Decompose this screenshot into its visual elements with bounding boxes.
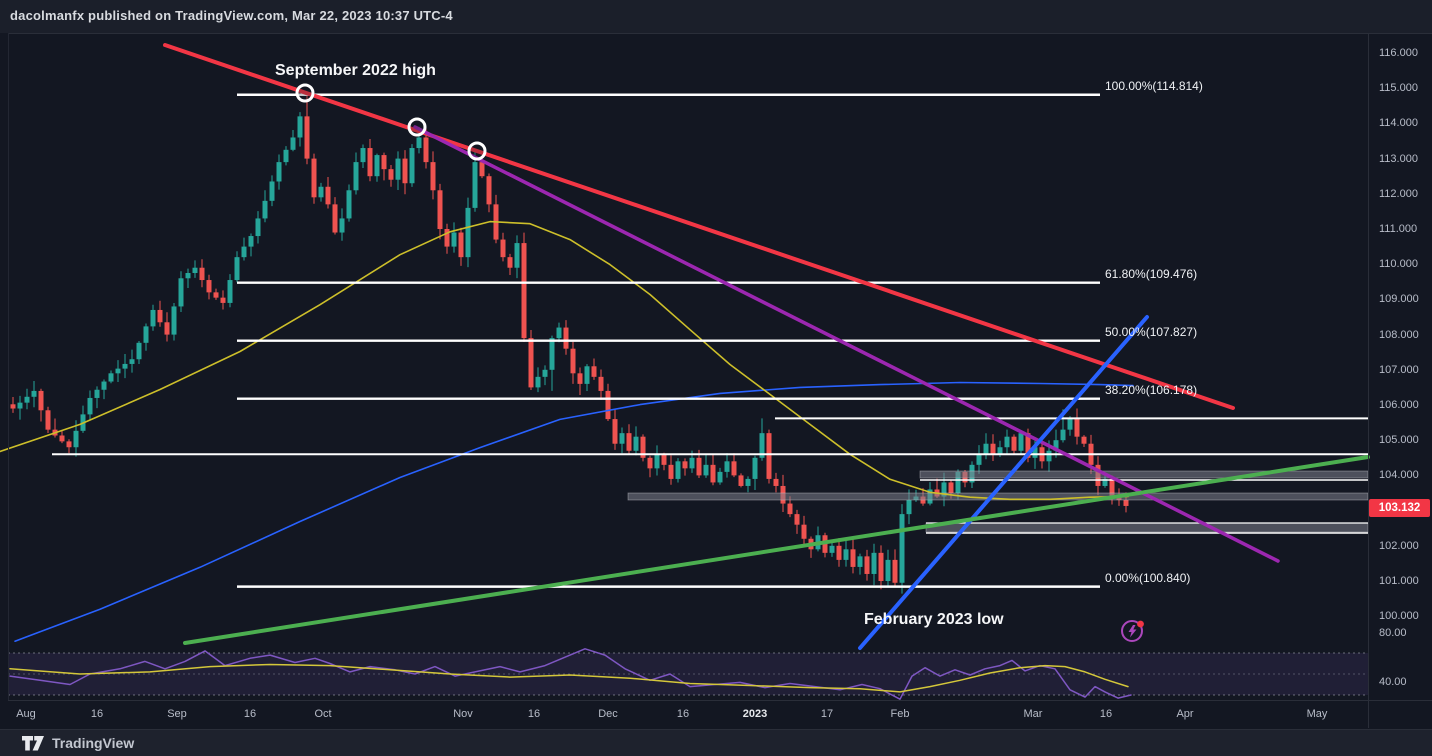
fib-label: 0.00%(100.840) (1105, 570, 1191, 585)
secondary-downtrend-purple (413, 125, 1280, 563)
time-tick-label: Dec (598, 708, 618, 720)
rsi-line (9, 648, 1132, 700)
time-tick-label: 16 (676, 708, 690, 720)
publish-title: dacolmanfx published on TradingView.com,… (10, 8, 453, 23)
time-tick-label: Nov (453, 708, 473, 720)
price-tick-label: 100.000 (1379, 610, 1419, 623)
long-support-green (183, 455, 1370, 645)
publish-header: dacolmanfx published on TradingView.com,… (0, 0, 1432, 33)
flash-ring (1121, 620, 1143, 642)
time-tick-label: 16 (90, 708, 104, 720)
price-tick-label: 113.000 (1379, 152, 1418, 165)
price-tick-label: 102.000 (1379, 539, 1419, 552)
tradingview-brand-label[interactable]: TradingView (52, 735, 135, 751)
tradingview-logo-icon[interactable] (22, 735, 44, 751)
time-tick-label: 16 (1099, 708, 1113, 720)
time-tick-label: Mar (1023, 708, 1043, 720)
rsi-tick-label: 80.00 (1379, 627, 1407, 639)
ma-200-blue (14, 381, 1134, 643)
fib-label: 100.00%(114.814) (1105, 78, 1203, 93)
time-tick-label: Aug (16, 708, 36, 720)
footer-bar: TradingView (0, 730, 1432, 756)
time-tick-label: 16 (527, 708, 541, 720)
price-tick-label: 106.000 (1379, 399, 1419, 411)
pivot-circle-marker-3 (467, 141, 487, 161)
price-tick-label: 114.000 (1379, 117, 1418, 130)
price-tick-label: 104.000 (1379, 469, 1419, 482)
time-tick-label: 17 (820, 708, 834, 720)
footer-border (0, 729, 1432, 730)
price-tick-label: 116.000 (1379, 47, 1418, 59)
fib-label: 38.20%(106.178) (1105, 382, 1198, 397)
fib-label: 61.80%(109.476) (1105, 266, 1198, 281)
price-tick-label: 112.000 (1379, 187, 1418, 200)
rsi-band (8, 653, 1368, 695)
chart-top-border (8, 33, 1432, 34)
chart-left-border (8, 33, 9, 700)
price-tick-label: 110.000 (1379, 258, 1418, 271)
candles-layer (10, 94, 1129, 594)
annotation-september-high: September 2022 high (275, 62, 436, 79)
rsi-tick-label: 40.00 (1379, 676, 1407, 688)
feb-uptrend-blue (858, 315, 1149, 650)
price-tick-label: 109.000 (1379, 293, 1419, 306)
price-tick-label: 111.000 (1379, 223, 1418, 235)
time-tick-label: Oct (314, 708, 332, 720)
time-tick-label: Feb (890, 708, 910, 720)
last-price-badge: 103.132 (1369, 499, 1430, 517)
time-tick-label: Sep (167, 708, 187, 720)
flash-idea-button[interactable] (1119, 617, 1147, 645)
pivot-circle-marker-2 (407, 117, 427, 137)
price-tick-label: 107.000 (1379, 363, 1419, 376)
price-tick-label: 115.000 (1379, 82, 1418, 95)
lightning-icon (1128, 625, 1137, 638)
price-tick-label: 101.000 (1379, 575, 1419, 587)
time-tick-label: May (1306, 708, 1328, 720)
time-tick-label: Apr (1176, 708, 1194, 720)
pivot-circle-marker-1 (295, 83, 315, 103)
fib-label: 50.00%(107.827) (1105, 324, 1198, 339)
rsi-ma-line (9, 663, 1129, 693)
notification-dot (1137, 620, 1144, 628)
ma-50-yellow (0, 220, 1129, 501)
price-axis-border (1368, 33, 1369, 728)
time-tick-label: 16 (243, 708, 257, 720)
annotation-february-low: February 2023 low (864, 611, 1004, 628)
time-axis-border (8, 700, 1432, 701)
price-tick-label: 108.000 (1379, 328, 1419, 341)
price-tick-label: 105.000 (1379, 434, 1419, 447)
time-tick-label: 2023 (742, 708, 768, 720)
september-downtrend-red (163, 43, 1235, 410)
